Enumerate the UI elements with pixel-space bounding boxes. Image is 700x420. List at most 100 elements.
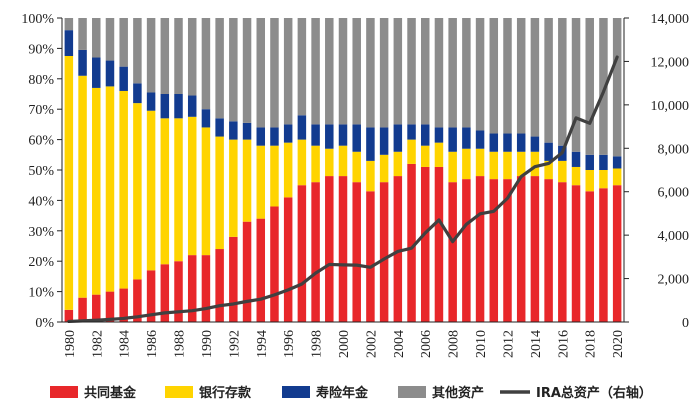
legend-label: 银行存款 <box>199 385 252 401</box>
bar-1-2007 <box>434 166 444 322</box>
bar-2-2019 <box>599 170 608 189</box>
bar-1-1984 <box>119 288 128 322</box>
bar-1-1993 <box>242 221 252 322</box>
bar-1-2004 <box>393 176 403 322</box>
x-tick-label: 2020 <box>611 330 626 358</box>
bar-3-1983 <box>105 60 115 87</box>
bar-3-2013 <box>516 133 526 152</box>
bar-2-2002 <box>366 160 375 192</box>
bar-2-1996 <box>283 142 293 198</box>
bar-1-2009 <box>462 179 471 322</box>
bar-3-1987 <box>160 94 170 119</box>
bar-3-1996 <box>283 124 293 143</box>
bar-4-2020 <box>612 18 622 157</box>
bar-4-1992 <box>229 18 238 122</box>
bar-3-2003 <box>379 127 389 155</box>
right-tick-label: 0 <box>682 316 689 331</box>
bar-3-2020 <box>612 156 622 169</box>
bar-4-1999 <box>325 18 334 125</box>
bar-4-1982 <box>92 18 101 58</box>
line-area <box>67 55 619 324</box>
bar-1-1983 <box>105 291 115 322</box>
bar-1-2013 <box>516 176 526 322</box>
bar-1-1981 <box>78 297 87 322</box>
bar-1-2011 <box>489 179 499 322</box>
bar-2-2014 <box>530 151 540 177</box>
bar-2-1988 <box>174 118 183 262</box>
x-tick-label: 2006 <box>419 330 434 358</box>
bar-4-1988 <box>174 18 183 94</box>
bar-4-2006 <box>420 18 430 125</box>
x-tick-label: 1986 <box>145 330 160 358</box>
bar-2-2000 <box>338 145 348 177</box>
bar-3-1980 <box>64 30 74 56</box>
bar-3-1999 <box>325 124 334 149</box>
bar-2-1984 <box>119 90 128 289</box>
bar-3-1994 <box>256 127 266 146</box>
bar-4-1983 <box>105 18 115 61</box>
x-tick-label: 1998 <box>310 330 325 358</box>
legend-swatch <box>50 386 78 398</box>
bar-3-1990 <box>201 109 211 128</box>
bar-2-1989 <box>187 116 197 256</box>
bar-4-2019 <box>599 18 608 155</box>
bar-2-1993 <box>242 139 252 222</box>
legend-swatch <box>398 386 426 398</box>
bar-4-2003 <box>379 18 389 128</box>
bar-1-2010 <box>475 176 485 322</box>
bar-4-1993 <box>242 18 252 123</box>
bar-1-1989 <box>187 255 197 322</box>
bar-1-2002 <box>366 191 375 322</box>
bar-4-2015 <box>544 18 553 143</box>
bar-4-2018 <box>585 18 594 155</box>
bar-1-1987 <box>160 264 170 322</box>
bar-3-2012 <box>503 133 512 152</box>
bar-2-2003 <box>379 154 389 183</box>
x-tick-label: 1980 <box>63 330 78 358</box>
bar-area <box>64 18 622 322</box>
x-tick-label: 2014 <box>529 330 544 358</box>
bar-4-2001 <box>352 18 361 125</box>
bar-1-2012 <box>503 179 512 322</box>
bar-2-1981 <box>78 75 87 298</box>
bar-1-1996 <box>283 197 293 322</box>
bar-2-2012 <box>503 151 512 180</box>
bar-1-1985 <box>133 279 142 322</box>
bar-4-1991 <box>215 18 224 119</box>
x-tick-label: 1992 <box>227 330 242 358</box>
bar-2-1997 <box>297 139 307 186</box>
bar-4-2013 <box>516 18 526 134</box>
bar-2-1999 <box>325 148 334 177</box>
bar-4-1984 <box>119 18 128 67</box>
bar-1-2006 <box>420 166 430 322</box>
bar-3-2007 <box>434 127 444 143</box>
bar-2-1983 <box>105 86 115 292</box>
bar-1-2020 <box>612 185 622 322</box>
bar-3-2011 <box>489 133 499 152</box>
bar-3-1986 <box>146 92 156 111</box>
legend-swatch <box>282 386 310 398</box>
bar-3-1995 <box>270 127 279 146</box>
bar-3-2017 <box>571 151 581 167</box>
bar-2-1991 <box>215 136 224 250</box>
left-tick-label: 20% <box>28 255 54 270</box>
bar-3-1997 <box>297 115 307 140</box>
bar-3-2014 <box>530 136 540 152</box>
left-tick-label: 50% <box>28 164 54 179</box>
bar-4-1987 <box>160 18 170 94</box>
bar-4-2000 <box>338 18 348 125</box>
right-tick-label: 10,000 <box>651 99 690 114</box>
bar-1-1980 <box>64 309 74 322</box>
right-axis: 0 2,000 4,000 6,000 8,000 10,000 12,000 14,000 <box>623 12 690 331</box>
right-tick-label: 12,000 <box>651 55 690 70</box>
bar-2-1982 <box>92 87 101 295</box>
x-tick-label: 2008 <box>447 330 462 358</box>
bar-2-2001 <box>352 151 361 183</box>
bar-2-2006 <box>420 145 430 167</box>
legend-swatch <box>165 386 193 398</box>
bar-2-2016 <box>558 160 567 183</box>
bar-1-1986 <box>146 270 156 322</box>
bar-3-1982 <box>92 57 101 88</box>
bar-4-2017 <box>571 18 581 152</box>
